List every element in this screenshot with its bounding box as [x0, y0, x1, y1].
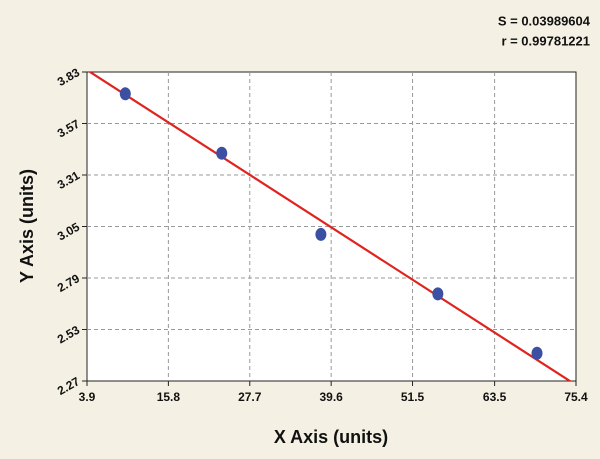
annotation: r = 0.99781221: [501, 33, 590, 48]
y-tick-label: 3.83: [55, 65, 83, 89]
y-tick-label: 3.31: [55, 168, 83, 192]
data-point: [531, 346, 543, 360]
y-tick-label: 3.57: [55, 117, 83, 141]
y-tick-label: 2.53: [55, 323, 83, 347]
y-tick-label: 2.79: [55, 271, 83, 295]
y-tick-label: 3.05: [55, 220, 83, 244]
data-point: [432, 287, 444, 301]
x-axis-title: X Axis (units): [274, 427, 388, 447]
x-tick-label: 63.5: [483, 390, 507, 404]
fit-line: [88, 72, 572, 381]
data-point: [119, 87, 131, 101]
annotation: S = 0.03989604: [498, 13, 591, 28]
y-axis-title: Y Axis (units): [17, 169, 37, 283]
x-tick-label: 3.9: [79, 390, 96, 404]
data-point: [216, 146, 228, 160]
x-tick-label: 75.4: [564, 390, 588, 404]
data-point: [315, 227, 327, 241]
x-tick-label: 51.5: [401, 390, 425, 404]
x-tick-label: 27.7: [238, 390, 262, 404]
x-tick-label: 15.8: [157, 390, 181, 404]
x-tick-label: 39.6: [319, 390, 343, 404]
